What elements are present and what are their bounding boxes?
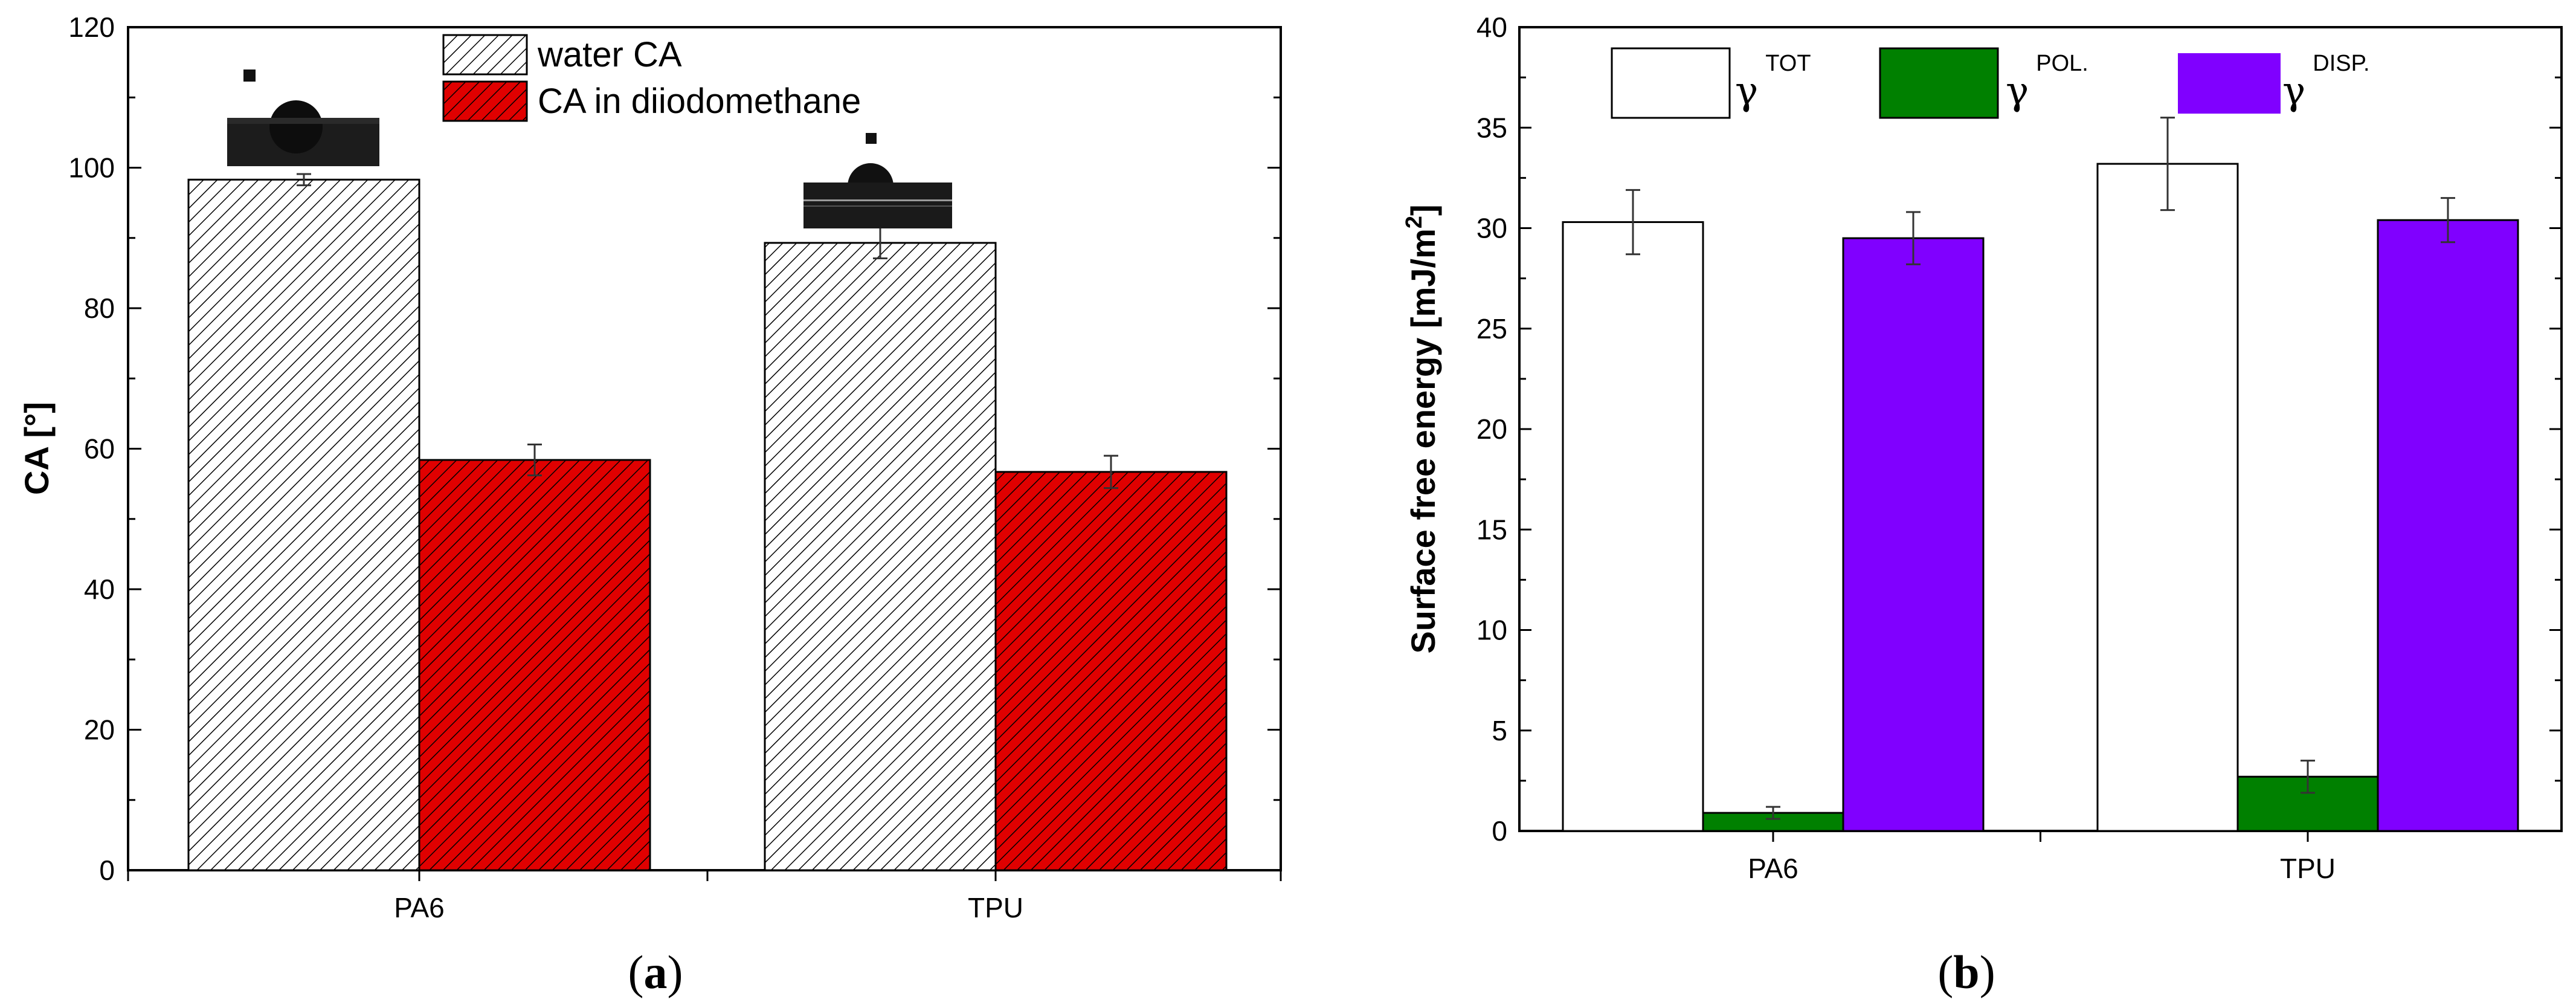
legend-label-disp: γDISP. xyxy=(2282,51,2370,114)
droplet-image-pa6 xyxy=(227,69,379,166)
y-tick-label-b: 40 xyxy=(1476,11,1507,43)
panel-label-b: (b) xyxy=(1937,946,1995,998)
legend-label-tot: γTOT xyxy=(1735,51,1811,114)
x-axis-b: PA6 TPU xyxy=(1748,831,2336,884)
bars-a xyxy=(187,173,1228,871)
bars-b xyxy=(1562,117,2519,832)
bar-a-tpu-series0 xyxy=(764,242,997,871)
y-axis-title-b: Surface free energy [mJ/m2] xyxy=(1402,204,1442,653)
y-tick-label-a: 40 xyxy=(84,574,115,605)
legend-swatch-water xyxy=(442,34,528,76)
y-axis-b: 0 5 10 15 20 25 30 35 40 xyxy=(1476,11,2562,847)
y-tick-label-b: 15 xyxy=(1476,514,1507,545)
bar-b-tpu-series0 xyxy=(2096,163,2239,832)
y-tick-label-a: 0 xyxy=(99,855,115,886)
y-tick-label-a: 80 xyxy=(84,292,115,324)
bar-b-pa6-series2 xyxy=(1842,237,1985,832)
y-tick-label-b: 20 xyxy=(1476,413,1507,445)
y-tick-label-b: 5 xyxy=(1492,715,1507,746)
legend-swatch-pol xyxy=(1879,47,1999,119)
legend-swatch-diiodomethane xyxy=(442,80,528,122)
bar-a-tpu-series1 xyxy=(994,471,1228,871)
panel-label-a: (a) xyxy=(628,946,683,998)
y-axis-a: 0 20 40 60 80 100 120 xyxy=(68,11,1281,886)
y-tick-label-b: 25 xyxy=(1476,313,1507,344)
legend-swatch-disp xyxy=(2178,53,2281,114)
legend-swatch-tot xyxy=(1611,47,1731,119)
y-tick-label-a: 100 xyxy=(68,152,115,184)
x-axis-a: PA6 TPU xyxy=(127,870,1282,923)
y-tick-label-b: 0 xyxy=(1492,815,1507,847)
x-tick-label-a: TPU xyxy=(968,892,1023,923)
legend-label-pol: γPOL. xyxy=(2006,51,2088,114)
droplet-image-tpu xyxy=(803,133,952,228)
legend-label-diiodomethane: CA in diiodomethane xyxy=(538,82,861,121)
x-tick-label-b: TPU xyxy=(2280,853,2336,884)
y-tick-label-a: 120 xyxy=(68,11,115,43)
y-tick-label-b: 35 xyxy=(1476,112,1507,143)
x-tick-label-b: PA6 xyxy=(1748,853,1798,884)
chart-a: 0 20 40 60 80 100 120 PA6 TPU CA [°] water CA C… xyxy=(18,11,1282,998)
bar-a-pa6-series0 xyxy=(187,178,420,871)
y-tick-label-a: 20 xyxy=(84,714,115,746)
bar-b-pa6-series0 xyxy=(1562,221,1704,832)
x-tick-label-a: PA6 xyxy=(394,892,445,923)
bar-b-tpu-series2 xyxy=(2377,219,2519,832)
legend-b: γTOT γPOL. γDISP. xyxy=(1611,47,2370,119)
bar-a-pa6-series1 xyxy=(418,459,651,871)
legend-a: water CA CA in diiodomethane xyxy=(442,34,861,122)
y-tick-label-b: 10 xyxy=(1476,615,1507,646)
y-tick-label-b: 30 xyxy=(1476,213,1507,244)
y-axis-title-a: CA [°] xyxy=(18,402,56,495)
legend-label-water: water CA xyxy=(537,35,682,74)
y-tick-label-a: 60 xyxy=(84,433,115,465)
chart-b: 0 5 10 15 20 25 30 35 40 PA6 TPU Surface free ene… xyxy=(1402,11,2563,998)
